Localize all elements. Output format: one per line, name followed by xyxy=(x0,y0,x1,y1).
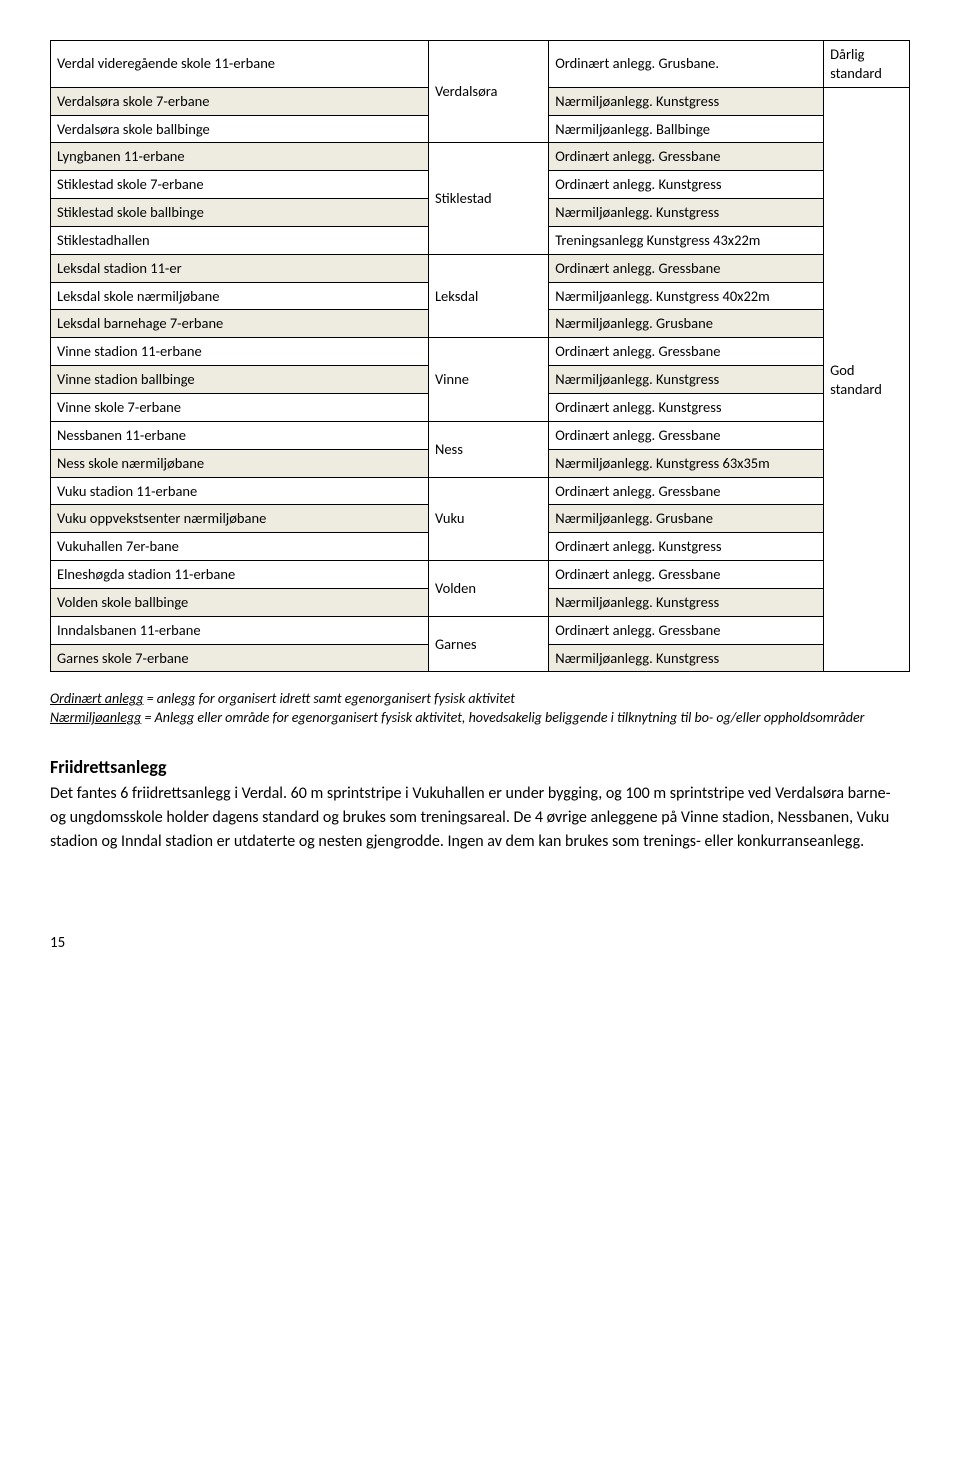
table-row: Vuku stadion 11-erbaneVukuOrdinært anleg… xyxy=(51,477,910,505)
facility-name-cell: Lyngbanen 11-erbane xyxy=(51,143,429,171)
facility-name-cell: Garnes skole 7-erbane xyxy=(51,644,429,672)
facility-name-cell: Vuku oppvekstsenter nærmiljøbane xyxy=(51,505,429,533)
facility-name-cell: Vuku stadion 11-erbane xyxy=(51,477,429,505)
facility-name-cell: Vinne stadion 11-erbane xyxy=(51,338,429,366)
facility-type-cell: Ordinært anlegg. Grusbane. xyxy=(549,41,824,88)
facility-name-cell: Nessbanen 11-erbane xyxy=(51,421,429,449)
facilities-table: Verdal videregående skole 11-erbaneVerda… xyxy=(50,40,910,672)
facility-type-cell: Ordinært anlegg. Gressbane xyxy=(549,561,824,589)
facility-name-cell: Leksdal skole nærmiljøbane xyxy=(51,282,429,310)
facility-type-cell: Ordinært anlegg. Kunstgress xyxy=(549,393,824,421)
facility-name-cell: Volden skole ballbinge xyxy=(51,588,429,616)
facility-name-cell: Elneshøgda stadion 11-erbane xyxy=(51,561,429,589)
facility-type-cell: Ordinært anlegg. Gressbane xyxy=(549,616,824,644)
facility-name-cell: Leksdal barnehage 7-erbane xyxy=(51,310,429,338)
facility-name-cell: Stiklestad skole 7-erbane xyxy=(51,171,429,199)
table-row: Verdal videregående skole 11-erbaneVerda… xyxy=(51,41,910,88)
facility-type-cell: Nærmiljøanlegg. Kunstgress xyxy=(549,87,824,115)
facility-type-cell: Ordinært anlegg. Gressbane xyxy=(549,254,824,282)
facility-type-cell: Nærmiljøanlegg. Kunstgress 40x22m xyxy=(549,282,824,310)
definition-term-1: Ordinært anlegg xyxy=(50,690,143,707)
facility-name-cell: Vukuhallen 7er-bane xyxy=(51,533,429,561)
facility-name-cell: Vinne skole 7-erbane xyxy=(51,393,429,421)
definitions-block: Ordinært anlegg = anlegg for organisert … xyxy=(50,690,910,728)
area-group-cell: Verdalsøra xyxy=(428,41,548,143)
table-row: Nessbanen 11-erbaneNessOrdinært anlegg. … xyxy=(51,421,910,449)
facility-type-cell: Ordinært anlegg. Kunstgress xyxy=(549,171,824,199)
table-row: Inndalsbanen 11-erbaneGarnesOrdinært anl… xyxy=(51,616,910,644)
definition-text-2: = Anlegg eller område for egenorganisert… xyxy=(141,709,864,726)
table-row: Elneshøgda stadion 11-erbaneVoldenOrdinæ… xyxy=(51,561,910,589)
table-row: Lyngbanen 11-erbaneStiklestadOrdinært an… xyxy=(51,143,910,171)
facility-type-cell: Ordinært anlegg. Gressbane xyxy=(549,143,824,171)
section-body: Det fantes 6 friidrettsanlegg i Verdal. … xyxy=(50,782,910,854)
table-row: Vinne stadion 11-erbaneVinneOrdinært anl… xyxy=(51,338,910,366)
status-cell: God standard xyxy=(824,87,910,672)
table-row: Leksdal stadion 11-erLeksdalOrdinært anl… xyxy=(51,254,910,282)
facility-type-cell: Nærmiljøanlegg. Kunstgress 63x35m xyxy=(549,449,824,477)
definition-line-1: Ordinært anlegg = anlegg for organisert … xyxy=(50,690,910,709)
facility-type-cell: Nærmiljøanlegg. Grusbane xyxy=(549,505,824,533)
facility-type-cell: Nærmiljøanlegg. Grusbane xyxy=(549,310,824,338)
facility-name-cell: Stiklestad skole ballbinge xyxy=(51,199,429,227)
facility-type-cell: Nærmiljøanlegg. Kunstgress xyxy=(549,366,824,394)
status-cell: Dårlig standard xyxy=(824,41,910,88)
facility-type-cell: Nærmiljøanlegg. Kunstgress xyxy=(549,199,824,227)
facility-type-cell: Ordinært anlegg. Gressbane xyxy=(549,338,824,366)
facility-type-cell: Nærmiljøanlegg. Kunstgress xyxy=(549,588,824,616)
area-group-cell: Stiklestad xyxy=(428,143,548,254)
facility-name-cell: Inndalsbanen 11-erbane xyxy=(51,616,429,644)
definition-text-1: = anlegg for organisert idrett samt egen… xyxy=(143,690,514,707)
section-heading: Friidrettsanlegg xyxy=(50,756,910,778)
facility-name-cell: Stiklestadhallen xyxy=(51,226,429,254)
area-group-cell: Vinne xyxy=(428,338,548,422)
facility-name-cell: Leksdal stadion 11-er xyxy=(51,254,429,282)
facility-name-cell: Verdalsøra skole ballbinge xyxy=(51,115,429,143)
page-number: 15 xyxy=(50,934,910,952)
facility-name-cell: Verdalsøra skole 7-erbane xyxy=(51,87,429,115)
facility-name-cell: Verdal videregående skole 11-erbane xyxy=(51,41,429,88)
facility-type-cell: Treningsanlegg Kunstgress 43x22m xyxy=(549,226,824,254)
facility-type-cell: Ordinært anlegg. Kunstgress xyxy=(549,533,824,561)
definition-term-2: Nærmiljøanlegg xyxy=(50,709,141,726)
area-group-cell: Volden xyxy=(428,561,548,617)
area-group-cell: Leksdal xyxy=(428,254,548,338)
facility-name-cell: Vinne stadion ballbinge xyxy=(51,366,429,394)
area-group-cell: Garnes xyxy=(428,616,548,672)
facility-name-cell: Ness skole nærmiljøbane xyxy=(51,449,429,477)
facility-type-cell: Nærmiljøanlegg. Ballbinge xyxy=(549,115,824,143)
facility-type-cell: Ordinært anlegg. Gressbane xyxy=(549,421,824,449)
facility-type-cell: Ordinært anlegg. Gressbane xyxy=(549,477,824,505)
definition-line-2: Nærmiljøanlegg = Anlegg eller område for… xyxy=(50,709,910,728)
facility-type-cell: Nærmiljøanlegg. Kunstgress xyxy=(549,644,824,672)
area-group-cell: Ness xyxy=(428,421,548,477)
area-group-cell: Vuku xyxy=(428,477,548,561)
